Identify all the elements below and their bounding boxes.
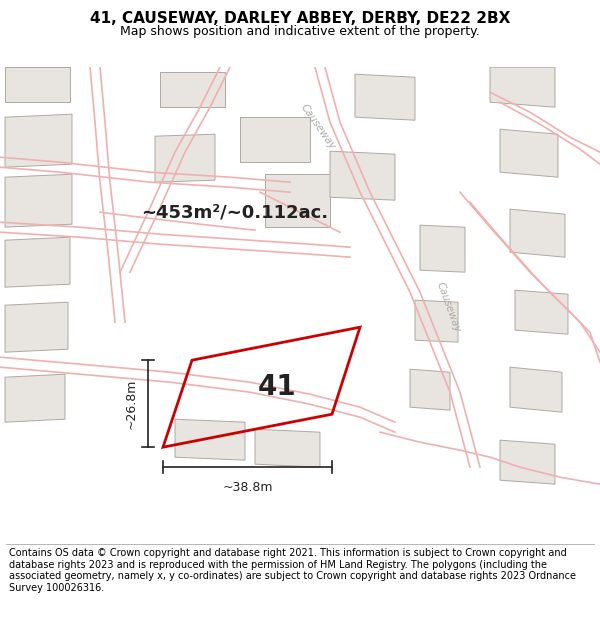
Text: ~38.8m: ~38.8m	[222, 481, 273, 494]
Polygon shape	[255, 429, 320, 467]
Text: 41, CAUSEWAY, DARLEY ABBEY, DERBY, DE22 2BX: 41, CAUSEWAY, DARLEY ABBEY, DERBY, DE22 …	[90, 11, 510, 26]
Polygon shape	[510, 209, 565, 258]
Polygon shape	[5, 114, 72, 167]
Polygon shape	[500, 440, 555, 484]
Polygon shape	[5, 174, 72, 227]
Text: Contains OS data © Crown copyright and database right 2021. This information is : Contains OS data © Crown copyright and d…	[9, 548, 576, 593]
Polygon shape	[160, 72, 225, 107]
Polygon shape	[410, 369, 450, 410]
Text: Causeway: Causeway	[299, 102, 337, 152]
Polygon shape	[5, 67, 70, 102]
Polygon shape	[265, 174, 330, 227]
Polygon shape	[515, 290, 568, 334]
Polygon shape	[5, 374, 65, 422]
Polygon shape	[500, 129, 558, 178]
Text: Map shows position and indicative extent of the property.: Map shows position and indicative extent…	[120, 25, 480, 38]
Polygon shape	[5, 302, 68, 352]
Polygon shape	[415, 300, 458, 343]
Polygon shape	[175, 419, 245, 460]
Polygon shape	[510, 367, 562, 413]
Text: 41: 41	[257, 373, 296, 401]
Polygon shape	[5, 237, 70, 288]
Polygon shape	[490, 67, 555, 108]
Polygon shape	[330, 151, 395, 200]
Text: ~26.8m: ~26.8m	[125, 379, 138, 429]
Polygon shape	[155, 134, 215, 182]
Text: Causeway: Causeway	[434, 281, 462, 334]
Polygon shape	[240, 118, 310, 162]
Polygon shape	[420, 225, 465, 272]
Polygon shape	[355, 74, 415, 120]
Text: ~453m²/~0.112ac.: ~453m²/~0.112ac.	[142, 203, 329, 221]
